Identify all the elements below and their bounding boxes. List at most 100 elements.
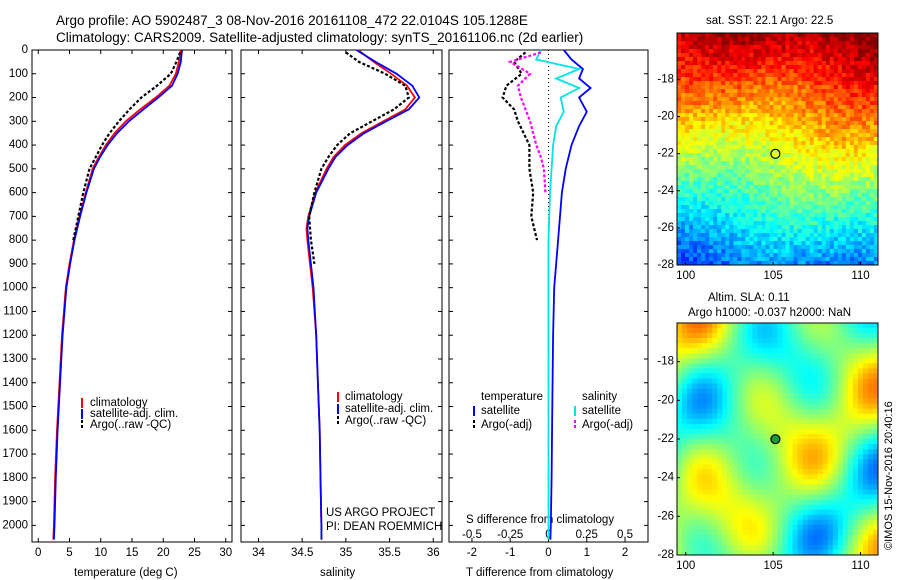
sla-cell (792, 333, 798, 339)
sst-cell (697, 237, 702, 242)
sst-cell (833, 125, 839, 130)
sla-cell (682, 418, 688, 425)
sst-cell (873, 121, 879, 126)
sla-cell (817, 343, 824, 349)
sla-cell (697, 328, 703, 334)
sst-cell (705, 89, 710, 94)
sst-cell (821, 93, 827, 98)
sst-cell (705, 53, 710, 58)
sla-cell (767, 393, 773, 399)
sla-cell (832, 388, 839, 394)
sst-cell (777, 85, 782, 90)
sla-cell (737, 469, 743, 475)
sst-cell (833, 45, 839, 50)
sst-cell (817, 177, 823, 182)
sst-cell (793, 185, 798, 190)
sst-cell (785, 101, 790, 106)
sla-cell (737, 474, 743, 480)
sla-cell (692, 338, 698, 344)
sla-cell (822, 388, 829, 394)
sla-cell (777, 333, 783, 339)
sst-cell (713, 173, 718, 178)
sla-cell (682, 348, 688, 354)
sst-cell (789, 245, 794, 250)
sst-cell (829, 57, 835, 62)
sst-cell (749, 129, 754, 134)
sst-cell (745, 185, 750, 190)
sst-cell (785, 69, 790, 74)
sla-cell (757, 539, 763, 546)
sst-cell (697, 141, 702, 146)
sla-cell (787, 428, 793, 435)
sla-cell (857, 444, 864, 450)
sst-cell (777, 181, 782, 186)
sst-cell (777, 109, 782, 114)
sst-cell (841, 101, 847, 106)
sst-cell (753, 109, 758, 114)
sst-cell (857, 209, 863, 214)
sst-cell (709, 209, 714, 214)
sst-cell (753, 209, 758, 214)
sst-cell (829, 121, 835, 126)
sst-cell (829, 185, 835, 190)
sst-cell (825, 213, 831, 218)
sla-cell (722, 469, 728, 475)
sst-cell (809, 125, 814, 130)
sst-cell (853, 261, 859, 266)
sst-cell (713, 81, 718, 86)
sla-cell (852, 408, 859, 415)
sla-cell (727, 479, 733, 485)
sla-cell (772, 549, 778, 556)
sst-cell (873, 109, 879, 114)
sst-cell (873, 81, 879, 86)
depth-tick-label: 1900 (2, 496, 28, 508)
sst-cell (837, 149, 843, 154)
sla-cell (757, 383, 763, 389)
sst-cell (793, 101, 798, 106)
sst-cell (721, 217, 726, 222)
sla-cell (812, 464, 818, 470)
sla-cell (787, 494, 793, 500)
sst-cell (813, 97, 818, 102)
sst-cell (693, 173, 698, 178)
sst-cell (709, 165, 714, 170)
sst-cell (809, 57, 814, 62)
sst-cell (689, 229, 694, 234)
sst-cell (789, 121, 794, 126)
sst-cell (769, 217, 774, 222)
sst-cell (765, 161, 770, 166)
sst-cell (753, 97, 758, 102)
sla-cell (797, 514, 803, 520)
sla-cell (832, 489, 839, 495)
sla-cell (732, 544, 738, 551)
sst-cell (849, 89, 855, 94)
sla-cell (797, 489, 803, 495)
sst-cell (689, 157, 694, 162)
sst-cell (761, 97, 766, 102)
sla-cell (717, 494, 723, 500)
sla-cell (872, 428, 879, 435)
sla-cell (757, 323, 763, 329)
sst-cell (765, 41, 770, 46)
sst-cell (833, 49, 839, 54)
sla-cell (767, 444, 773, 450)
sla-cell (732, 413, 738, 420)
sst-cell (841, 157, 847, 162)
sst-cell (765, 37, 770, 42)
sst-cell (789, 261, 794, 266)
sst-cell (721, 137, 726, 142)
sla-cell (792, 494, 798, 500)
sla-cell (697, 529, 703, 536)
sla-cell (687, 378, 693, 384)
sla-cell (847, 529, 854, 536)
sla-cell (762, 484, 768, 490)
sst-cell (689, 41, 694, 46)
legend-label-s-satellite: satellite (582, 405, 621, 417)
sla-cell (837, 328, 844, 334)
sla-cell (772, 484, 778, 490)
sla-cell (862, 388, 869, 394)
sst-cell (789, 185, 794, 190)
sst-cell (869, 37, 875, 42)
sla-cell (812, 328, 818, 334)
sst-cell (713, 69, 718, 74)
